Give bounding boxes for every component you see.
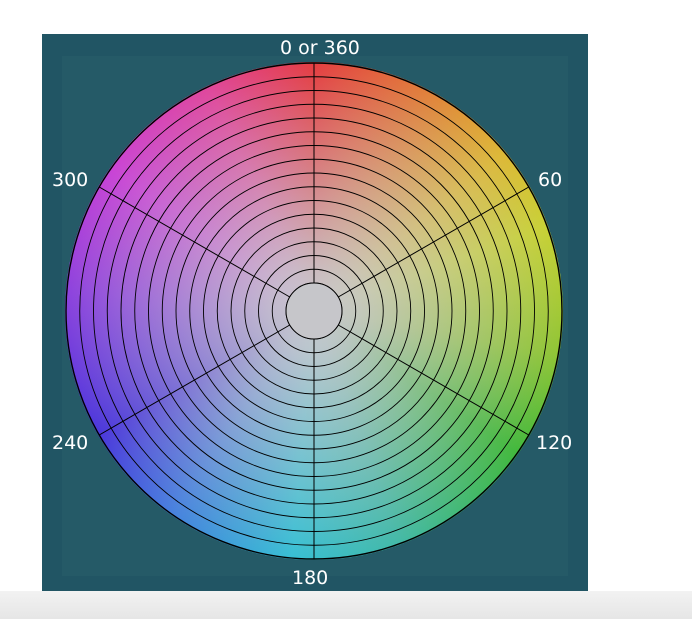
- label-60: 60: [538, 169, 563, 191]
- label-0-or-360: 0 or 360: [280, 37, 360, 59]
- hue-spoke: [337, 186, 530, 298]
- hue-spoke: [98, 324, 291, 436]
- hue-saturation-wheel: [65, 62, 563, 560]
- center-gray-disc: [285, 282, 343, 340]
- wheel-grid-lines: [65, 62, 563, 560]
- bottom-bar: [0, 591, 692, 619]
- label-180: 180: [292, 567, 329, 589]
- hue-spokes: [98, 63, 530, 559]
- hue-spoke: [98, 186, 291, 298]
- label-120: 120: [536, 432, 573, 454]
- label-300: 300: [52, 169, 89, 191]
- hue-spoke: [337, 324, 530, 436]
- label-240: 240: [52, 432, 89, 454]
